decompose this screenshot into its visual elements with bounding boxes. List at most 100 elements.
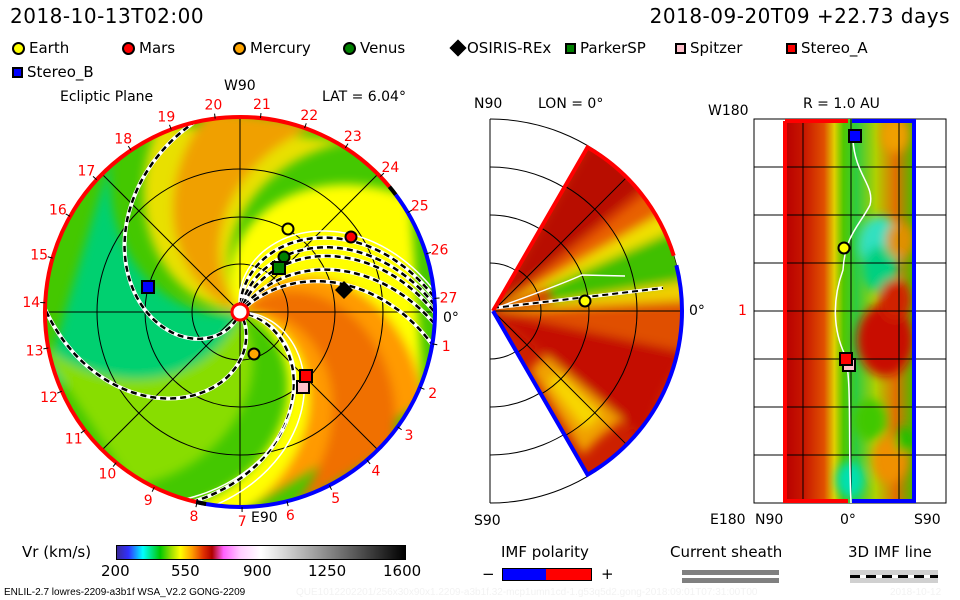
tick-mark xyxy=(328,485,333,491)
carrington-label: 11 xyxy=(65,432,83,448)
meridional-plot xyxy=(489,118,684,504)
legend-item-earth: Earth xyxy=(12,39,69,57)
speed-blob xyxy=(854,399,886,441)
footer-run-id: QUE1012202201/256x30x90x1.2209-a3b1f.32-… xyxy=(296,587,758,598)
venus-marker xyxy=(277,250,291,264)
osiris-rex-marker xyxy=(335,281,353,299)
tick-mark xyxy=(425,251,432,255)
carrington-label: 9 xyxy=(144,493,153,509)
imf-line-label: 3D IMF line xyxy=(848,543,932,561)
current-sheath-line xyxy=(682,578,779,583)
imf-lines xyxy=(45,117,435,507)
polarity-boundary xyxy=(195,500,207,507)
legend-label: Spitzer xyxy=(690,39,743,57)
current-sheath-line xyxy=(206,312,306,507)
current-sheath-line xyxy=(682,570,779,575)
carrington-label: 19 xyxy=(157,109,175,125)
footer-run-date: 2018-10-12 xyxy=(890,587,942,598)
current-sheath-line xyxy=(834,139,872,504)
mars-marker xyxy=(344,230,358,244)
simulation-time: 2018-10-13T02:00 xyxy=(10,4,205,28)
band-orange-core xyxy=(240,291,396,507)
band-yellow xyxy=(493,211,679,311)
imf-line-sample xyxy=(850,570,938,583)
legend-label: OSIRIS-REx xyxy=(467,39,552,57)
band-yellow xyxy=(230,184,425,403)
legend-item-stereo-b: Stereo_B xyxy=(12,63,94,81)
radial-plot xyxy=(753,118,947,504)
carrington-label: 10 xyxy=(98,467,116,483)
reference-time: 2018-09-20T09 +22.73 days xyxy=(649,4,950,28)
ecliptic-top-label: W90 xyxy=(224,78,256,94)
band-orange xyxy=(493,187,670,311)
carrington-label: 25 xyxy=(411,198,429,214)
tick-mark xyxy=(419,386,425,390)
band-dark-red xyxy=(493,147,647,311)
tick-mark xyxy=(379,172,385,177)
legend-item-parkersp: ParkerSP xyxy=(565,39,646,57)
carrington-label: 14 xyxy=(22,295,40,311)
carrington-label: 22 xyxy=(300,108,318,124)
carrington-label: 21 xyxy=(253,97,271,113)
stereo-b-marker xyxy=(848,129,862,143)
tick-mark xyxy=(169,124,172,130)
legend-item-mercury: Mercury xyxy=(233,39,311,57)
tick-mark xyxy=(286,501,289,507)
earth-marker xyxy=(837,241,851,255)
band-orange xyxy=(172,117,322,312)
meridional-grid xyxy=(493,166,682,456)
legend-label: Earth xyxy=(29,39,70,57)
speed-bands xyxy=(493,147,682,456)
circle-marker-icon xyxy=(233,41,246,55)
tick-mark xyxy=(304,123,307,129)
speed-blob xyxy=(881,119,909,154)
current-sheath-line xyxy=(238,230,435,302)
carrington-label: 24 xyxy=(381,160,399,176)
ecliptic-bottom-label: E90 xyxy=(251,510,278,526)
carrington-label: 18 xyxy=(114,132,132,148)
colorbar-tick: 1250 xyxy=(308,562,347,580)
current-sheath-line xyxy=(176,313,297,502)
footer-model: ENLIL-2.7 lowres-2209-a3b1f WSA_V2.2 GON… xyxy=(4,587,246,598)
speed-blob xyxy=(886,221,914,259)
imf-polarity-label: IMF polarity xyxy=(501,543,589,561)
tick-mark xyxy=(344,143,349,149)
current-sheath-label: Current sheath xyxy=(670,543,783,561)
legend-item-mars: Mars xyxy=(122,39,175,57)
tick-mark xyxy=(151,486,155,492)
legend-label: Venus xyxy=(360,39,406,57)
earth-marker xyxy=(578,294,592,308)
polarity-negative-edge xyxy=(852,119,916,503)
band-lightgreen xyxy=(45,312,253,487)
carrington-label: 26 xyxy=(431,243,449,259)
imf-line xyxy=(245,279,435,351)
current-sheath-line xyxy=(493,274,626,310)
meridional-top-label: N90 xyxy=(474,96,503,112)
carrington-label: 4 xyxy=(372,464,381,480)
imf-line xyxy=(241,254,435,320)
band-orange xyxy=(236,276,425,507)
square-marker-icon xyxy=(565,42,576,54)
tick-mark xyxy=(65,213,71,217)
imf-line xyxy=(243,268,435,331)
carrington-label: 16 xyxy=(49,202,67,218)
colorbar xyxy=(116,545,406,560)
carrington-label: 12 xyxy=(40,390,58,406)
ecliptic-lat: LAT = 6.04° xyxy=(322,89,406,105)
legend-item-stereo-a: Stereo_A xyxy=(786,39,868,57)
carrington-label: 3 xyxy=(404,428,413,444)
radial-top-label: W180 xyxy=(708,103,749,119)
imf-negative-swatch xyxy=(502,568,547,581)
imf-positive-swatch xyxy=(546,568,592,581)
band-yellow xyxy=(183,312,309,507)
carrington-label: 27 xyxy=(440,290,458,306)
tick-mark xyxy=(397,426,402,431)
square-marker-icon xyxy=(786,42,797,54)
ecliptic-right-label: 0° xyxy=(443,310,459,326)
radial-x-label-0: 0° xyxy=(840,512,856,528)
colorbar-tick: 200 xyxy=(101,562,130,580)
imf-minus: − xyxy=(482,565,495,583)
tick-mark xyxy=(214,113,216,119)
grid-line xyxy=(493,310,635,453)
polarity-negative-arc xyxy=(195,193,437,509)
